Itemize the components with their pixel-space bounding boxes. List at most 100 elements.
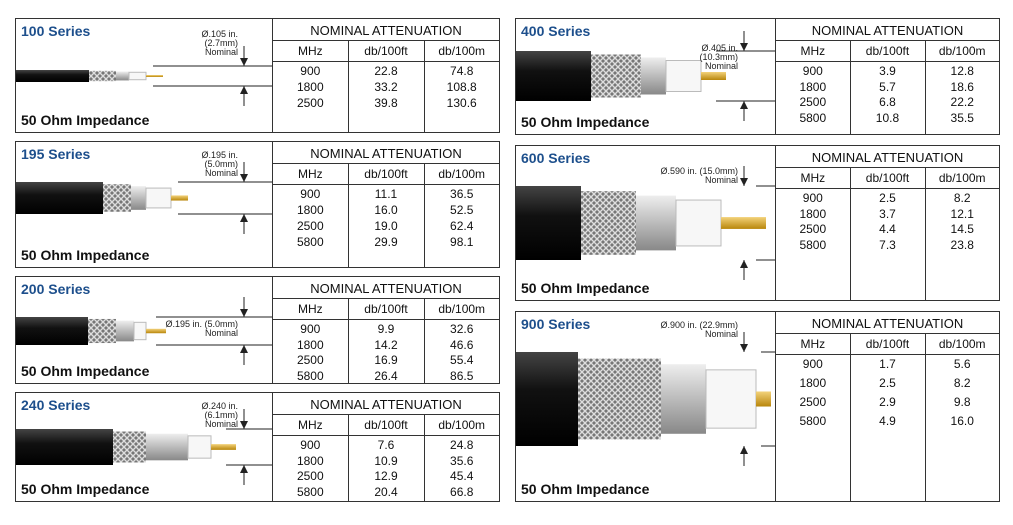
cable-drawing: Ø.105 in.(2.7mm)Nominal bbox=[16, 29, 273, 106]
table-cell: 6.8 bbox=[879, 95, 896, 109]
table-cell: 33.2 bbox=[374, 80, 398, 94]
column-header: db/100m bbox=[438, 167, 486, 181]
table-rule bbox=[776, 167, 999, 168]
diameter-label: Nominal bbox=[705, 175, 738, 185]
table-cell: 12.8 bbox=[950, 64, 974, 78]
table-cell: 1800 bbox=[296, 453, 324, 468]
column-rule bbox=[849, 167, 851, 300]
diameter-label: Nominal bbox=[205, 419, 238, 429]
dielectric bbox=[705, 369, 757, 429]
diameter-label: Nominal bbox=[705, 329, 738, 339]
table-cell: 1800 bbox=[296, 80, 324, 94]
table-cell: 74.8 bbox=[450, 64, 474, 78]
diameter-label: (10.3mm) bbox=[699, 52, 738, 62]
attenuation-table: NOMINAL ATTENUATION MHz db/100ft db/100m 900… bbox=[775, 312, 999, 501]
table-cell: 900 bbox=[300, 187, 321, 201]
diameter-label: Ø.195 in. (5.0mm) bbox=[165, 319, 238, 329]
table-cell: 900 bbox=[300, 438, 321, 452]
jacket bbox=[516, 186, 581, 260]
arrow-head bbox=[240, 86, 248, 94]
table-cell: 5800 bbox=[799, 110, 827, 125]
table-rule bbox=[273, 40, 499, 41]
table-rule bbox=[273, 298, 499, 299]
table-cell: 2500 bbox=[799, 222, 827, 236]
table-cell: 39.8 bbox=[374, 96, 398, 110]
table-cell: 36.5 bbox=[450, 187, 474, 201]
table-rule bbox=[776, 333, 999, 334]
table-cell: 5800 bbox=[296, 368, 324, 383]
column-header: db/100ft bbox=[364, 44, 408, 58]
column-header: db/100ft bbox=[865, 44, 910, 58]
jacket bbox=[516, 51, 591, 101]
table-cell: 11.1 bbox=[374, 187, 398, 201]
table-rule bbox=[273, 184, 499, 185]
impedance: 50 Ohm Impedance bbox=[521, 114, 650, 130]
table-cell: 52.5 bbox=[450, 203, 474, 217]
table-cell: 2500 bbox=[296, 96, 324, 110]
jacket bbox=[516, 352, 578, 446]
diameter-label: Nominal bbox=[205, 47, 238, 57]
table-cell: 86.5 bbox=[450, 368, 474, 383]
attenuation-table: NOMINAL ATTENUATION MHz db/100ft db/100m 900… bbox=[272, 277, 499, 383]
table-cell: 2.9 bbox=[879, 395, 896, 409]
attenuation-table: NOMINAL ATTENUATION MHz db/100ft db/100m 900… bbox=[272, 142, 499, 267]
arrow-head bbox=[740, 446, 748, 454]
table-cell: 2500 bbox=[296, 219, 324, 233]
conductor bbox=[211, 444, 236, 450]
column-header: db/100m bbox=[438, 44, 486, 58]
diameter-label: Ø.105 in. bbox=[201, 29, 238, 39]
foil bbox=[116, 71, 129, 81]
table-cell: 7.6 bbox=[377, 438, 395, 452]
column-header: MHz bbox=[800, 171, 826, 185]
conductor bbox=[721, 217, 766, 229]
table-cell: 35.5 bbox=[950, 110, 974, 125]
foil bbox=[661, 364, 706, 434]
series-name: 100 Series bbox=[21, 23, 91, 39]
table-title: NOMINAL ATTENUATION bbox=[310, 146, 462, 161]
cable-drawing: Ø.240 in.(6.1mm)Nominal bbox=[16, 401, 273, 485]
table-cell: 2500 bbox=[799, 395, 827, 409]
table-cell: 900 bbox=[300, 64, 321, 78]
table-cell: 1800 bbox=[799, 79, 827, 94]
foil bbox=[131, 186, 146, 210]
table-cell: 2500 bbox=[799, 95, 827, 109]
braid bbox=[113, 431, 146, 463]
column-header: db/100ft bbox=[364, 167, 408, 181]
conductor bbox=[146, 75, 163, 77]
table-cell: 10.8 bbox=[875, 110, 900, 125]
table-rule bbox=[776, 188, 999, 189]
dielectric bbox=[145, 187, 172, 209]
table-cell: 24.8 bbox=[450, 438, 474, 452]
column-rule bbox=[925, 333, 927, 501]
diameter-label: Ø.240 in. bbox=[201, 401, 238, 411]
table-cell: 5.6 bbox=[953, 357, 971, 371]
conductor bbox=[146, 328, 166, 334]
table-cell: 108.8 bbox=[446, 80, 477, 94]
column-header: MHz bbox=[800, 44, 826, 58]
table-cell: 16.9 bbox=[374, 353, 398, 367]
table-rule bbox=[776, 40, 999, 41]
table-cell: 5800 bbox=[799, 414, 827, 428]
table-cell: 14.5 bbox=[950, 222, 974, 236]
table-cell: 1.7 bbox=[879, 357, 896, 371]
cable-panel: Ø.590 in. (15.0mm) Nominal 600 Series 50 Oh… bbox=[515, 145, 1000, 301]
column-rule bbox=[424, 298, 426, 383]
dielectric bbox=[133, 321, 147, 341]
table-cell: 45.4 bbox=[450, 469, 474, 483]
impedance: 50 Ohm Impedance bbox=[521, 481, 650, 497]
column-rule bbox=[849, 333, 851, 501]
jacket bbox=[16, 429, 113, 465]
column-header: db/100ft bbox=[364, 418, 408, 432]
table-cell: 5800 bbox=[296, 235, 324, 249]
series-name: 200 Series bbox=[21, 281, 91, 297]
column-header: db/100m bbox=[938, 337, 986, 351]
cable-drawing: Ø.590 in. (15.0mm)Nominal bbox=[516, 166, 776, 280]
table-cell: 5.7 bbox=[879, 79, 896, 94]
table-cell: 20.4 bbox=[374, 484, 398, 499]
conductor bbox=[756, 391, 771, 407]
cable-drawing: Ø.405 in.(10.3mm)Nominal bbox=[516, 31, 776, 121]
table-cell: 9.8 bbox=[953, 395, 971, 409]
column-rule bbox=[347, 414, 349, 501]
table-cell: 22.8 bbox=[374, 64, 398, 78]
cable-drawing: Ø.195 in. (5.0mm)Nominal bbox=[16, 297, 273, 365]
